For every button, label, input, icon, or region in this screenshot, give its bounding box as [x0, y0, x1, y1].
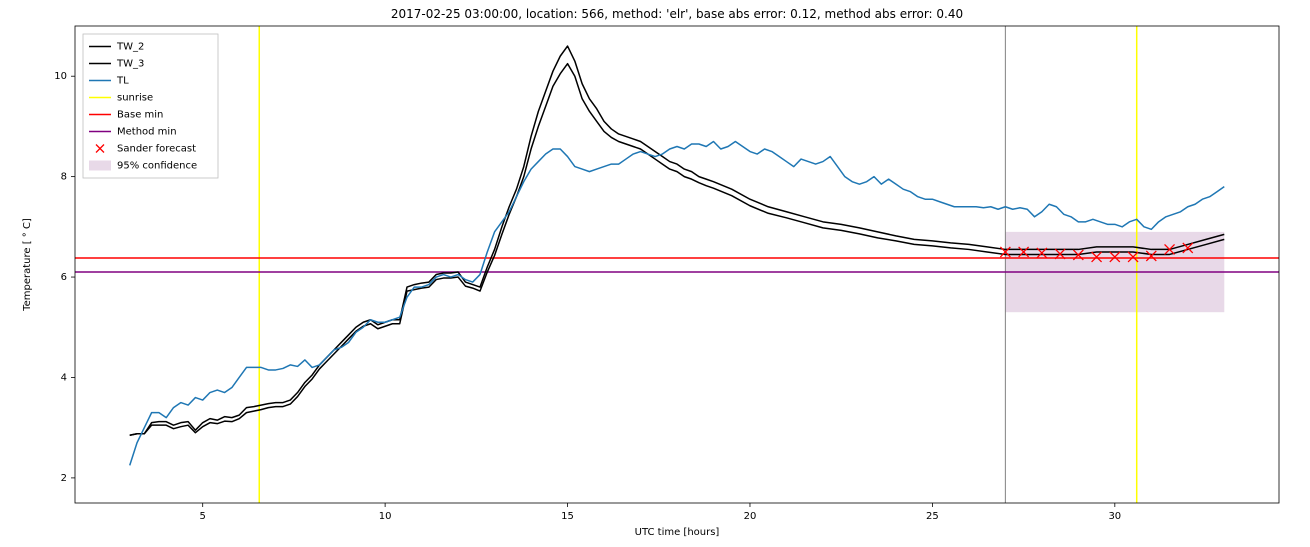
- x-tick-label: 10: [379, 511, 392, 522]
- chart-svg: 5 10 15 20 25 30 2 4 6 8 10 UTC time [hours] Tempera…: [0, 0, 1310, 547]
- x-tick-label: 15: [561, 511, 574, 522]
- legend-swatch: [89, 161, 111, 171]
- x-tick-label: 25: [926, 511, 939, 522]
- y-tick-label: 8: [61, 172, 67, 183]
- legend-label: TW_2: [116, 42, 144, 53]
- y-tick-label: 6: [61, 272, 67, 283]
- x-tick-label: 20: [744, 511, 757, 522]
- legend-label: Sander forecast: [117, 144, 196, 155]
- x-tick-label: 30: [1108, 511, 1121, 522]
- x-tick-label: 5: [200, 511, 206, 522]
- legend-label: TW_3: [116, 59, 144, 70]
- chart-container: 5 10 15 20 25 30 2 4 6 8 10 UTC time [hours] Tempera…: [0, 0, 1310, 547]
- chart-title: 2017-02-25 03:00:00, location: 566, meth…: [391, 7, 963, 21]
- legend-label: 95% confidence: [117, 161, 197, 172]
- legend-label: TL: [116, 76, 129, 87]
- x-axis-label: UTC time [hours]: [635, 527, 720, 538]
- legend-label: Method min: [117, 127, 177, 138]
- legend-box: [83, 34, 218, 178]
- legend-label: sunrise: [117, 93, 153, 104]
- y-axis-label: Temperature [ ° C]: [22, 218, 33, 312]
- y-tick-label: 2: [61, 473, 67, 484]
- y-tick-label: 4: [61, 372, 67, 383]
- y-tick-label: 10: [54, 71, 67, 82]
- legend-label: Base min: [117, 110, 163, 121]
